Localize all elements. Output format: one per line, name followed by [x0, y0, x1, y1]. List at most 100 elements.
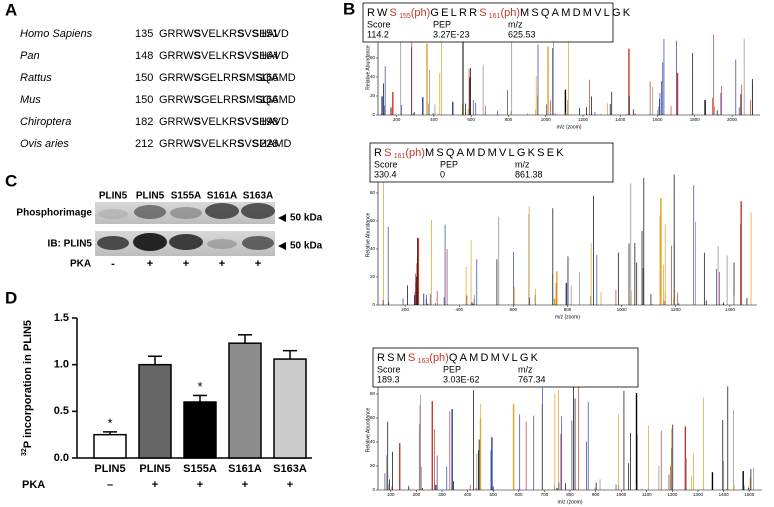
x-axis-label: m/z (zoom)	[558, 499, 583, 505]
x-axis-label: m/z (zoom)	[555, 314, 580, 320]
peptide: RS161(ph)MSQAMDMVLGKSEK	[374, 147, 566, 160]
lane-label: S161A	[207, 191, 238, 202]
y-tick-label: 80	[370, 391, 376, 396]
x-tick-label: 1000	[617, 307, 628, 312]
species: Homo Sapiens	[20, 28, 93, 40]
panel-label: D	[5, 288, 17, 307]
x-tick-label: 600	[510, 307, 518, 312]
pka-sign: +	[183, 258, 189, 270]
x-tick-label: PLIN5	[94, 463, 125, 475]
residues: S	[194, 116, 201, 128]
y-tick-label: 1.5	[54, 312, 69, 324]
x-tick-label: 600	[515, 492, 523, 497]
panel-label: B	[343, 0, 355, 18]
significance: *	[197, 379, 202, 394]
panel-label: C	[5, 171, 17, 190]
pka-sign: +	[255, 258, 261, 270]
residues: MSQAMDMVLGK	[520, 7, 632, 19]
y-tick-label: 20	[370, 93, 376, 98]
end: 164	[260, 50, 278, 62]
x-tick-label: 1200	[578, 117, 589, 122]
y-label-text: incorporation in PLIN5	[22, 320, 34, 438]
header-label: m/z	[515, 159, 530, 169]
bands	[97, 203, 275, 251]
header-value: 767.34	[518, 374, 546, 384]
residues: S	[194, 50, 201, 62]
x-tick-label: 1400	[719, 492, 730, 497]
x-tick-label: 1100	[642, 492, 652, 497]
residues: S	[237, 28, 244, 40]
residues: V	[244, 116, 252, 128]
sequence: GRRWSVELKRSVSHAVD	[159, 28, 289, 40]
residues: VELKR	[201, 28, 237, 40]
residues: VELKR	[201, 138, 237, 150]
start: 135	[135, 28, 153, 40]
header-label: Score	[367, 19, 391, 29]
residues: S	[252, 28, 259, 40]
panel-label: A	[5, 0, 17, 19]
residues: S	[194, 138, 201, 150]
x-tick-label: PLIN5	[139, 463, 170, 475]
residues: S	[252, 138, 259, 150]
residues: QAMDMVLGK	[449, 352, 540, 364]
x-tick-label: 1600	[653, 117, 664, 122]
x-tick-label: 300	[438, 492, 446, 497]
marker-label: 50 kDa	[290, 213, 323, 224]
pka-label: PKA	[22, 479, 45, 491]
residues: R	[374, 147, 384, 159]
residues: S	[237, 116, 244, 128]
header-value: 114.2	[367, 29, 389, 39]
pka-sign: +	[287, 479, 293, 491]
marker-label: 50 kDa	[290, 241, 323, 252]
lane-label: PLIN5	[136, 191, 165, 202]
sequence: GRRWSGELRRSMSQAMD	[159, 72, 296, 84]
start: 148	[135, 50, 153, 62]
residues: VELKR	[201, 116, 237, 128]
residues: S	[239, 72, 246, 84]
residues: GRRW	[159, 72, 194, 84]
bar	[228, 342, 262, 459]
residues: MSQAMDMVLGKSEK	[425, 147, 566, 159]
peptide: RWS155(ph)GELRRS161(ph)MSQAMDMVLGK	[367, 7, 632, 20]
residues: V	[244, 28, 252, 40]
x-tick-label: 800	[566, 492, 574, 497]
header-value: 3.27E-23	[433, 29, 470, 39]
residues: S	[194, 94, 201, 106]
site: 155	[399, 13, 411, 20]
residues: HAVD	[259, 116, 289, 128]
residues: GELRR	[430, 7, 479, 19]
y-tick-label: 60	[370, 415, 376, 420]
end: 228	[260, 138, 278, 150]
species: Mus	[20, 94, 41, 106]
x-tick-label: 1500	[744, 492, 755, 497]
residues: M	[246, 72, 255, 84]
x-tick-label: 1800	[690, 117, 701, 122]
residues: V	[244, 50, 252, 62]
lane-label: PLIN5	[99, 191, 128, 202]
header-label: m/z	[508, 19, 523, 29]
x-tick-label: 1000	[541, 117, 552, 122]
x-tick-label: S155A	[183, 463, 217, 475]
pka-sign: –	[107, 479, 113, 491]
residues: GRRW	[159, 116, 194, 128]
x-tick-label: 700	[541, 492, 549, 497]
x-tick-label: S161A	[228, 463, 262, 475]
marker-arrow	[278, 214, 286, 250]
y-tick-label: 60	[370, 218, 376, 223]
residues: S	[252, 50, 259, 62]
y-tick-label: 0	[372, 487, 375, 492]
header-value: 0	[440, 169, 445, 179]
sequence: GRRWSVELKRSVSHAVD	[159, 50, 289, 62]
residues: RSM	[377, 352, 408, 364]
pka-label: PKA	[70, 259, 91, 270]
header-label: m/z	[518, 364, 533, 374]
residues: QAMD	[263, 94, 296, 106]
start: 182	[135, 116, 153, 128]
residues: GRRW	[159, 138, 194, 150]
y-tick-label: 0.5	[54, 405, 69, 417]
species: Chiroptera	[20, 116, 71, 128]
bar	[183, 401, 217, 459]
header-value: 861.38	[515, 169, 543, 179]
species: Pan	[20, 50, 40, 62]
x-tick-label: 1300	[693, 492, 704, 497]
